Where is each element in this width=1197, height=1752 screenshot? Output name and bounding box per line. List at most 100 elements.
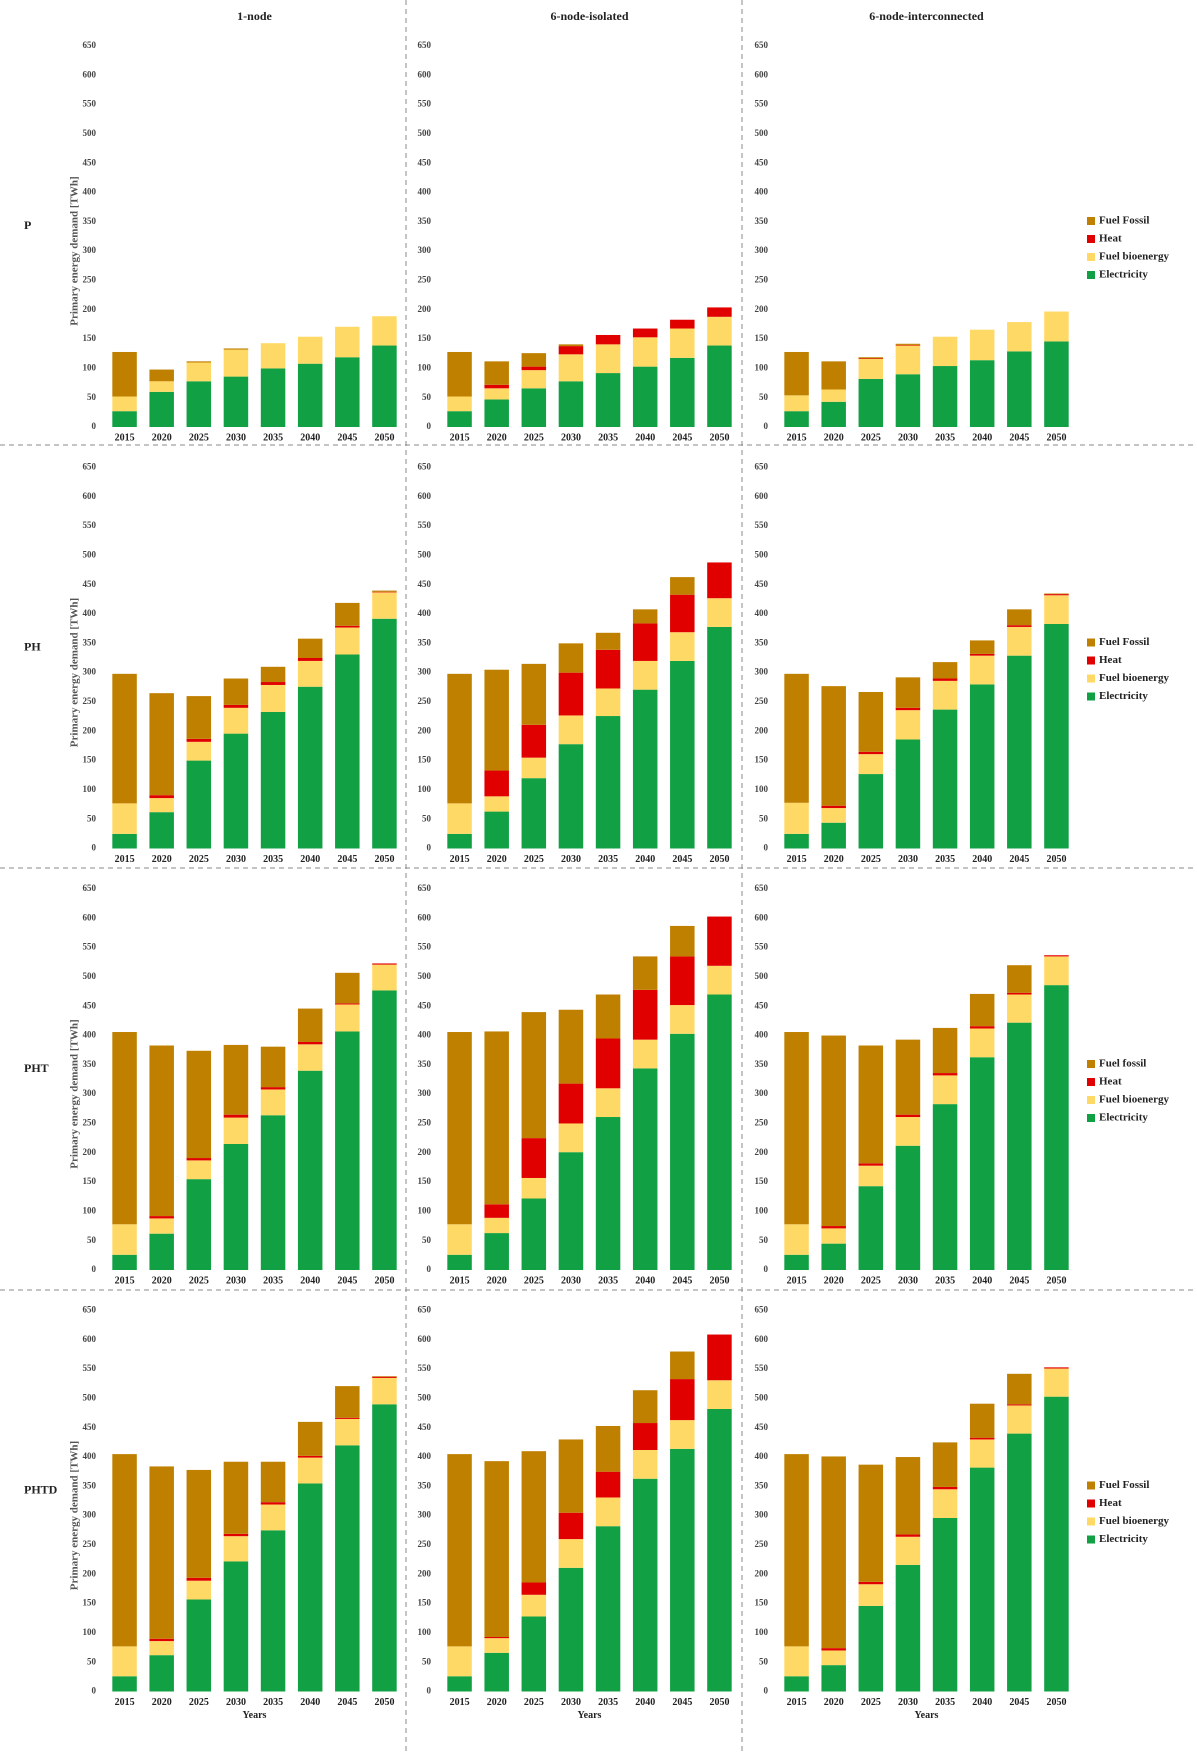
- x-tick-label: 2020: [152, 1697, 172, 1708]
- bar-segment: [932, 680, 958, 710]
- y-tick-label: 50: [422, 813, 432, 823]
- y-tick-label: 150: [418, 333, 432, 343]
- bar-segment: [707, 965, 732, 995]
- bar-segment: [112, 673, 137, 804]
- bar-segment: [707, 316, 732, 346]
- bar-segment: [335, 627, 360, 655]
- y-tick-label: 600: [755, 491, 769, 501]
- x-tick-label: 2035: [598, 1697, 618, 1708]
- y-tick-label: 600: [418, 912, 432, 922]
- y-tick-label: 250: [418, 696, 432, 706]
- bar-segment: [595, 1088, 621, 1118]
- x-tick-label: 2030: [898, 1275, 918, 1286]
- y-tick-label: 600: [755, 912, 769, 922]
- y-tick-label: 50: [422, 392, 432, 402]
- bar-segment: [821, 1650, 846, 1666]
- bar-segment: [670, 594, 695, 633]
- y-tick-label: 550: [83, 520, 97, 530]
- bar-segment: [484, 1233, 509, 1270]
- x-tick-label: 2025: [524, 1697, 544, 1708]
- x-tick-label: 2045: [1009, 1275, 1029, 1286]
- x-tick-label: 2040: [972, 854, 992, 865]
- y-tick-label: 600: [83, 912, 97, 922]
- y-tick-label: 50: [759, 392, 769, 402]
- bar-segment: [632, 337, 658, 367]
- y-tick-label: 100: [83, 362, 97, 372]
- bar-segment: [447, 1032, 472, 1225]
- bar-segment: [260, 1461, 286, 1503]
- bar-segment: [484, 1031, 509, 1205]
- x-tick-label: 2040: [300, 1275, 320, 1286]
- bar-segment: [297, 1421, 323, 1456]
- bar-segment: [932, 1489, 958, 1518]
- bar-segment: [447, 673, 472, 804]
- bar-segment: [260, 1089, 286, 1116]
- bar-segment: [186, 381, 212, 427]
- bar-segment: [447, 351, 472, 397]
- bar-segment: [223, 704, 249, 708]
- bar-segment: [632, 328, 658, 338]
- bar-segment: [707, 994, 732, 1270]
- y-tick-label: 100: [755, 362, 769, 372]
- bar-segment: [595, 632, 621, 650]
- bar-segment: [297, 686, 323, 849]
- y-tick-label: 450: [755, 579, 769, 589]
- x-tick-label: 2050: [1046, 1697, 1066, 1708]
- bar-segment: [223, 376, 249, 427]
- bar-segment: [149, 369, 174, 382]
- y-tick-label: 200: [83, 304, 97, 314]
- bar-segment: [821, 1648, 846, 1651]
- bar-segment: [858, 774, 884, 849]
- bar-segment: [260, 711, 286, 849]
- bar-segment: [595, 716, 621, 849]
- bar-segment: [484, 1636, 509, 1639]
- bar-segment: [335, 602, 360, 626]
- x-tick-label: 2040: [972, 1697, 992, 1708]
- x-tick-label: 2025: [189, 854, 209, 865]
- bar-segment: [484, 384, 509, 389]
- bar-segment: [447, 1254, 472, 1270]
- x-tick-label: 2030: [226, 1275, 246, 1286]
- legend-swatch: [1087, 271, 1095, 279]
- y-axis-label: Primary energy demand [TWh]: [69, 1019, 81, 1168]
- bar-segment: [260, 1502, 286, 1505]
- bar-segment: [784, 802, 809, 834]
- bar-segment: [1044, 1368, 1069, 1397]
- bar-segment: [186, 362, 212, 382]
- legend-label: Electricity: [1099, 690, 1148, 702]
- x-tick-label: 2015: [450, 854, 470, 865]
- y-tick-label: 200: [755, 725, 769, 735]
- bar-segment: [112, 411, 137, 427]
- bar-segment: [260, 343, 286, 369]
- bar-segment: [784, 1676, 809, 1692]
- bar-segment: [335, 1418, 360, 1446]
- bar-segment: [521, 366, 547, 371]
- y-tick-label: 0: [92, 1686, 97, 1696]
- y-tick-label: 50: [87, 1656, 97, 1666]
- y-tick-label: 550: [418, 942, 432, 952]
- y-tick-label: 500: [83, 971, 97, 981]
- bar-segment: [558, 381, 584, 427]
- y-tick-label: 400: [418, 1030, 432, 1040]
- legend-label: Heat: [1099, 233, 1122, 245]
- legend-label: Heat: [1099, 1497, 1122, 1509]
- y-tick-label: 650: [418, 462, 432, 472]
- y-tick-label: 400: [418, 187, 432, 197]
- x-tick-label: 2030: [898, 432, 918, 443]
- y-tick-label: 300: [755, 667, 769, 677]
- bar-segment: [558, 1539, 584, 1568]
- legend-swatch: [1087, 1096, 1095, 1104]
- y-tick-label: 150: [418, 1598, 432, 1608]
- bar-segment: [707, 1380, 732, 1409]
- row-label: PHTD: [24, 1482, 58, 1496]
- bar-segment: [335, 1003, 360, 1005]
- y-tick-label: 150: [83, 1176, 97, 1186]
- x-tick-label: 2020: [824, 854, 844, 865]
- y-tick-label: 0: [92, 1264, 97, 1274]
- y-tick-label: 300: [418, 667, 432, 677]
- x-tick-label: 2050: [709, 432, 729, 443]
- x-tick-label: 2050: [709, 1275, 729, 1286]
- row-label: PH: [24, 639, 41, 653]
- bar-segment: [186, 1158, 212, 1161]
- bar-segment: [858, 1165, 884, 1187]
